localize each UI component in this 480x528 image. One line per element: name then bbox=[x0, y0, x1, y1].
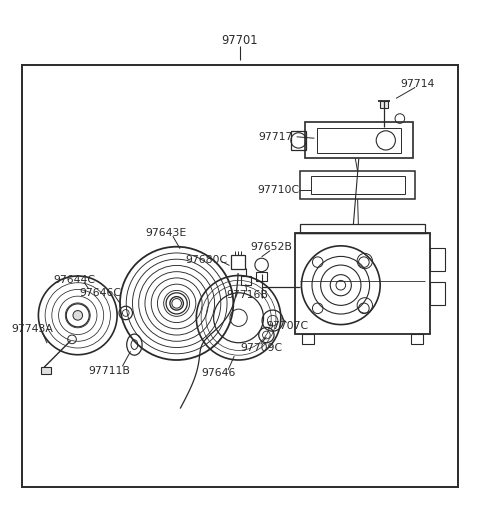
Text: 97646C: 97646C bbox=[80, 288, 122, 298]
Text: 97717: 97717 bbox=[259, 132, 293, 142]
Text: 97743A: 97743A bbox=[12, 324, 54, 334]
Bar bbox=[231, 256, 245, 269]
Text: 97714: 97714 bbox=[400, 79, 435, 89]
Bar bbox=[380, 101, 388, 108]
Text: 97680C: 97680C bbox=[185, 255, 228, 265]
Bar bbox=[311, 176, 405, 194]
Bar bbox=[22, 65, 458, 487]
Circle shape bbox=[73, 310, 83, 320]
Text: 97644C: 97644C bbox=[53, 275, 96, 285]
Text: 97716B: 97716B bbox=[226, 290, 268, 300]
Text: 97646: 97646 bbox=[201, 369, 236, 379]
Bar bbox=[295, 233, 430, 334]
Bar bbox=[41, 367, 51, 374]
Bar bbox=[300, 172, 415, 199]
Bar bbox=[430, 282, 445, 305]
Bar bbox=[411, 334, 423, 344]
Bar bbox=[300, 224, 425, 233]
Bar bbox=[305, 122, 413, 158]
Text: 97710C: 97710C bbox=[257, 185, 300, 195]
Bar bbox=[302, 334, 314, 344]
Bar bbox=[291, 131, 306, 150]
Text: 97707C: 97707C bbox=[266, 322, 308, 332]
Text: 97643E: 97643E bbox=[145, 228, 186, 238]
Text: 97711B: 97711B bbox=[88, 365, 131, 375]
Text: 97652B: 97652B bbox=[250, 242, 292, 252]
Bar bbox=[317, 128, 401, 153]
Bar bbox=[256, 272, 267, 281]
Text: 97709C: 97709C bbox=[240, 343, 283, 353]
Bar bbox=[430, 248, 445, 271]
Text: 97701: 97701 bbox=[222, 34, 258, 48]
Bar bbox=[241, 277, 251, 285]
